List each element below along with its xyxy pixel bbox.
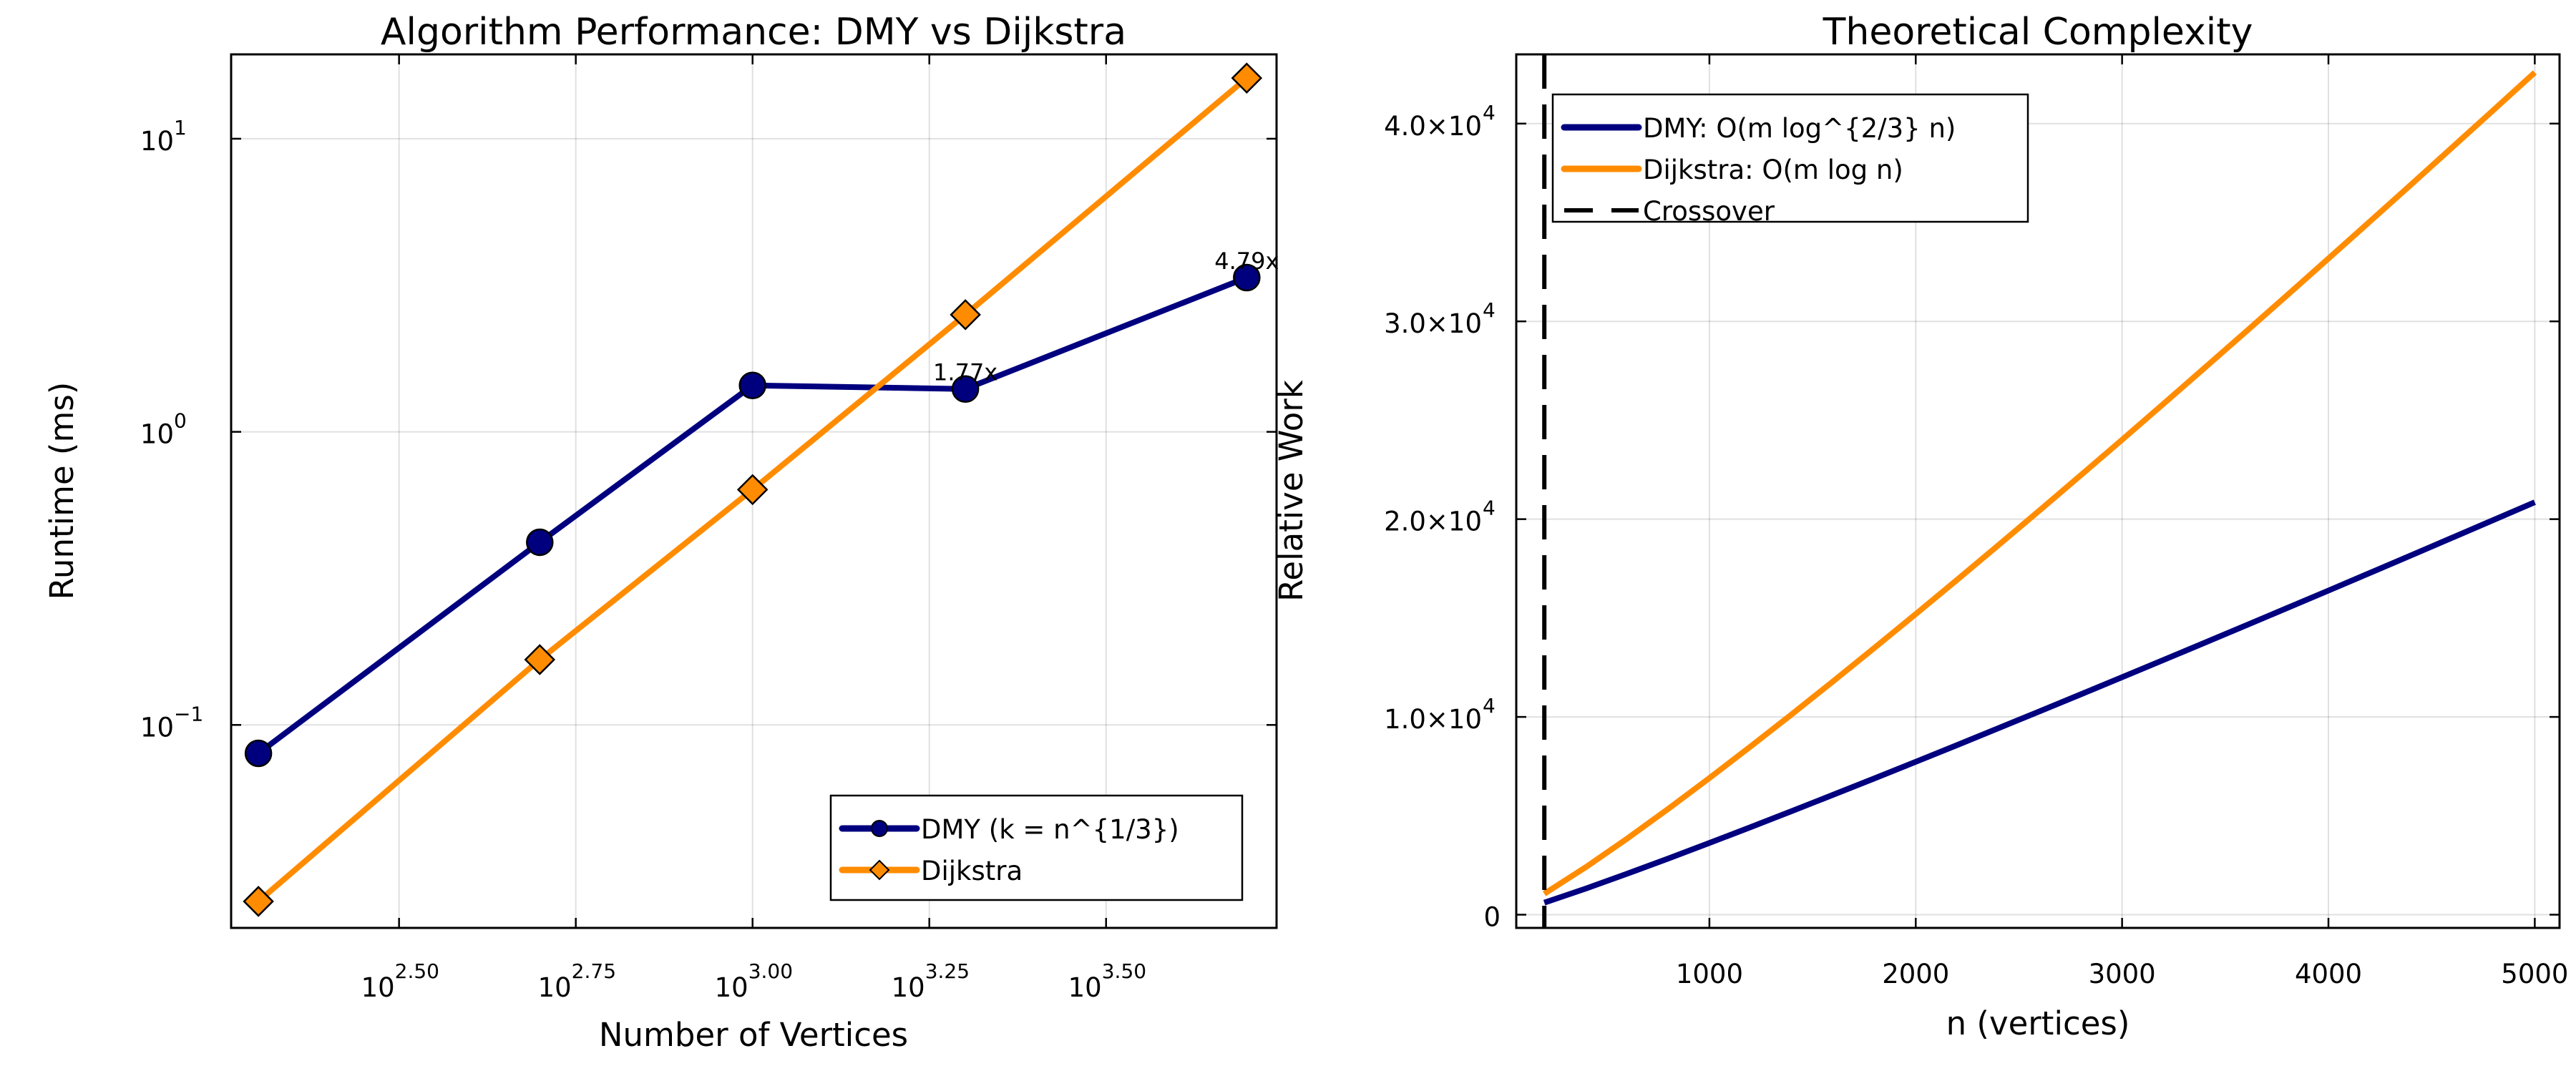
x-tick-label-exponent: 3.25 bbox=[925, 959, 970, 983]
y-tick-label: 4.0×10 bbox=[1384, 111, 1482, 142]
runtime-plot-ylabel: Runtime (ms) bbox=[43, 382, 81, 600]
y-tick-label-exponent: 1 bbox=[174, 116, 187, 140]
x-tick-label-base: 10 bbox=[1068, 972, 1102, 1003]
x-tick-label-base: 10 bbox=[715, 972, 748, 1003]
y-tick-label-base: 10 bbox=[140, 419, 174, 450]
x-tick-label: 2000 bbox=[1882, 959, 1949, 989]
complexity-plot: Theoretical Complexity n (vertices) Rela… bbox=[1272, 11, 2568, 1042]
data-point-circle bbox=[951, 375, 980, 403]
x-tick-label: 3000 bbox=[2089, 959, 2156, 989]
runtime-plot-xlabel: Number of Vertices bbox=[599, 1016, 908, 1054]
legend-label: DMY (k = n^{1/3}) bbox=[921, 814, 1179, 845]
x-tick-label: 4000 bbox=[2295, 959, 2362, 989]
legend-box bbox=[1551, 93, 2029, 223]
y-tick-label-exponent: 4 bbox=[1483, 694, 1496, 718]
x-tick-label-base: 10 bbox=[892, 972, 925, 1003]
legend-label: Dijkstra bbox=[921, 856, 1023, 886]
x-tick-label-exponent: 3.00 bbox=[748, 959, 793, 983]
x-tick-label-exponent: 2.75 bbox=[572, 959, 616, 983]
data-point-circle bbox=[244, 739, 273, 768]
legend-marker-circle bbox=[871, 820, 888, 837]
x-tick-label-exponent: 2.50 bbox=[395, 959, 439, 983]
y-tick-label: 3.0×10 bbox=[1384, 308, 1482, 339]
x-tick-label-base: 10 bbox=[538, 972, 572, 1003]
y-tick-label-base: 10 bbox=[140, 126, 174, 157]
data-point-circle bbox=[738, 371, 766, 399]
complexity-plot-title: Theoretical Complexity bbox=[1823, 11, 2253, 54]
legend-marker-diamond bbox=[869, 859, 890, 881]
y-tick-label-exponent: 0 bbox=[174, 409, 187, 433]
y-tick-label: 2.0×10 bbox=[1384, 507, 1482, 537]
data-point-circle bbox=[1233, 263, 1261, 292]
y-tick-label: 0 bbox=[1483, 902, 1501, 933]
data-point-diamond bbox=[243, 886, 274, 917]
x-tick-label: 1000 bbox=[1676, 959, 1743, 989]
series-line-0 bbox=[1543, 499, 2536, 906]
y-tick-label-exponent: −1 bbox=[174, 702, 203, 725]
y-tick-label-exponent: 4 bbox=[1483, 497, 1496, 520]
legend-label: Crossover bbox=[1643, 196, 1775, 227]
legend: DMY (k = n^{1/3}) Dijkstra bbox=[829, 794, 1244, 901]
y-tick-label-exponent: 4 bbox=[1483, 101, 1496, 124]
y-tick-label: 1.0×10 bbox=[1384, 704, 1482, 735]
x-tick-label: 5000 bbox=[2501, 959, 2568, 989]
data-point-diamond bbox=[736, 474, 769, 506]
data-point-diamond bbox=[1231, 62, 1263, 94]
y-tick-label-exponent: 4 bbox=[1483, 298, 1496, 322]
legend-label: DMY: O(m log^{2/3} n) bbox=[1643, 113, 1956, 144]
speedup-annotation: 4.79x bbox=[1214, 248, 1279, 275]
x-tick-label-base: 10 bbox=[361, 972, 395, 1003]
legend-label: Dijkstra: O(m log n) bbox=[1643, 155, 1903, 185]
plot-frame bbox=[1515, 53, 2561, 929]
legend-box bbox=[829, 794, 1244, 901]
complexity-plot-ylabel: Relative Work bbox=[1272, 380, 1310, 602]
y-tick-label-base: 10 bbox=[140, 712, 174, 743]
data-point-diamond bbox=[524, 644, 556, 675]
data-point-diamond bbox=[950, 299, 981, 331]
series-line-1 bbox=[1543, 70, 2537, 896]
legend: DMY: O(m log^{2/3} n) Dijkstra: O(m log n… bbox=[1551, 93, 2029, 227]
plot-frame bbox=[230, 53, 1278, 929]
x-tick-label-exponent: 3.50 bbox=[1102, 959, 1146, 983]
runtime-plot-title: Algorithm Performance: DMY vs Dijkstra bbox=[381, 11, 1126, 54]
runtime-plot: Algorithm Performance: DMY vs Dijkstra N… bbox=[43, 11, 1279, 1054]
complexity-plot-xlabel: n (vertices) bbox=[1946, 1004, 2130, 1042]
data-point-circle bbox=[526, 528, 554, 557]
speedup-annotation: 1.77x bbox=[933, 359, 997, 386]
